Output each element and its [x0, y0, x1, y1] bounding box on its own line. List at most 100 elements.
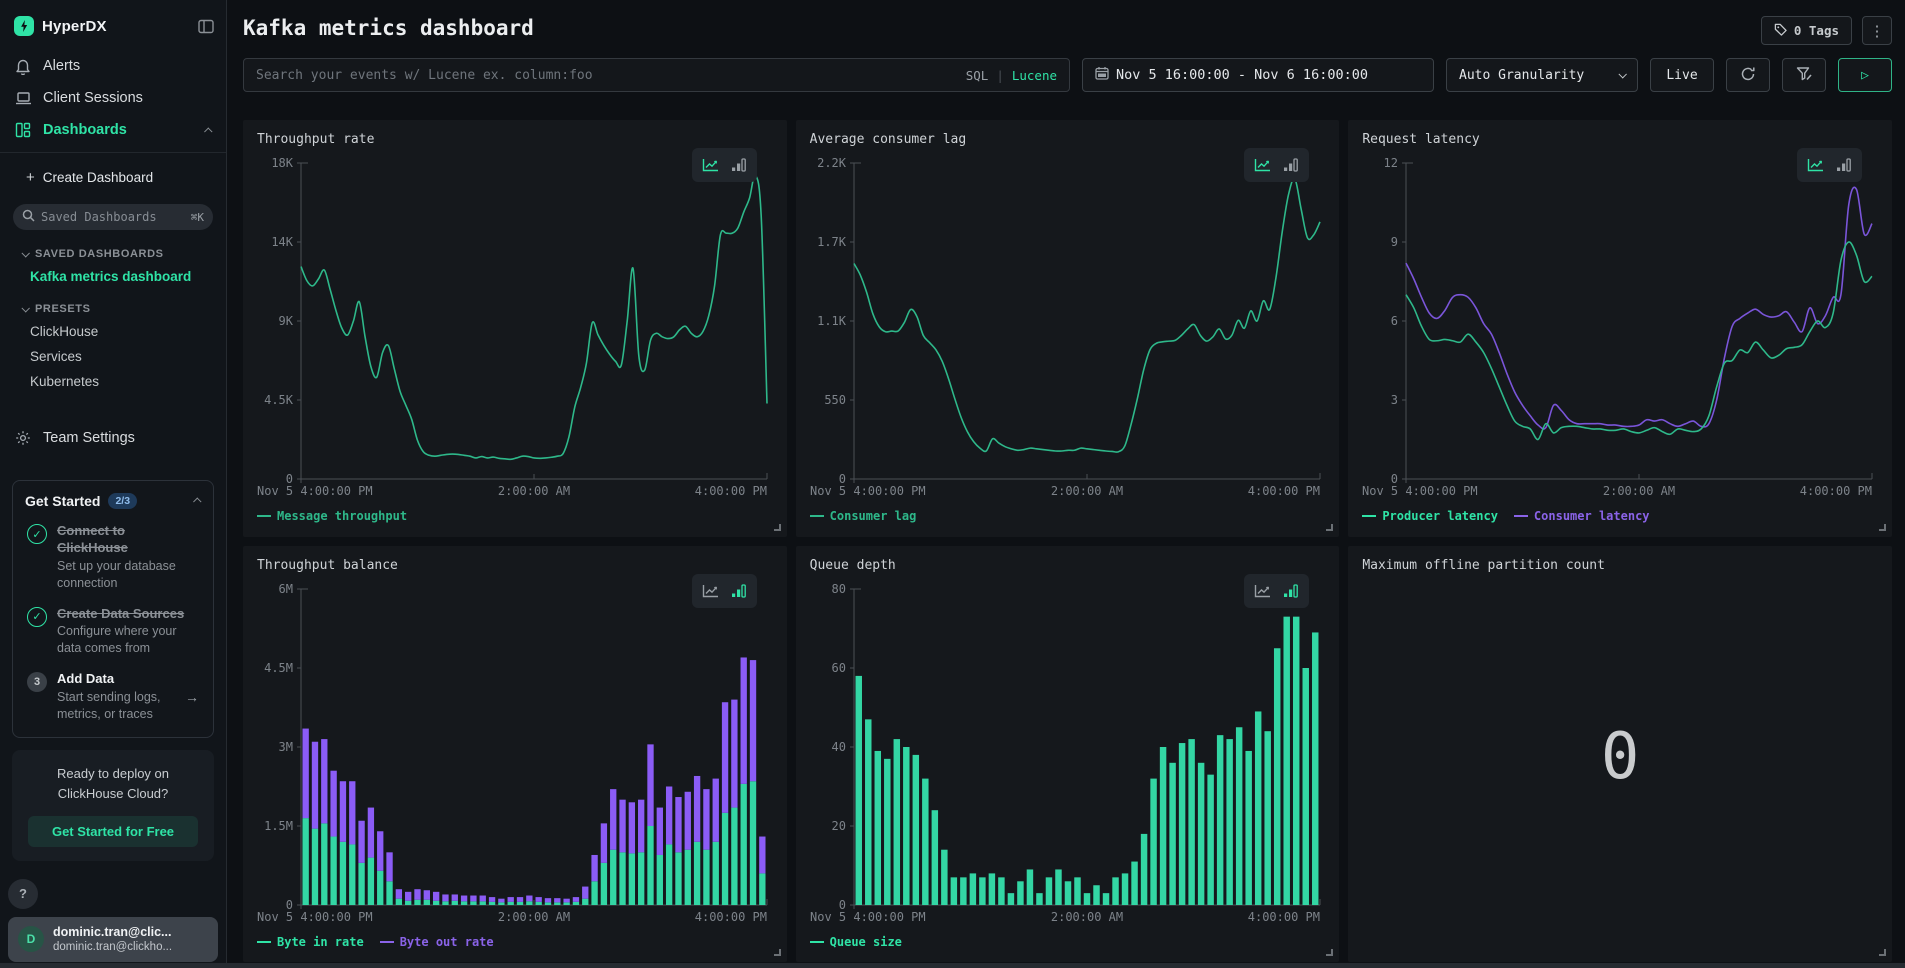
panel-resize-handle[interactable]	[1326, 949, 1334, 956]
create-dashboard-button[interactable]: + Create Dashboard	[0, 163, 226, 192]
chart-area[interactable]: 6M 4.5M 3M 1.5M 0 Nov 5 4:00:00 PM 2:00:00 AM 4…	[255, 577, 775, 931]
arrow-right-icon: →	[185, 688, 199, 705]
sidebar-item-kubernetes[interactable]: Kubernetes	[30, 374, 100, 389]
sql-toggle[interactable]: SQL	[965, 67, 989, 83]
sidebar-collapse-icon[interactable]	[198, 19, 214, 34]
panel-resize-handle[interactable]	[773, 949, 781, 956]
get-started-step-add-data[interactable]: 3 Add Data Start sending logs, metrics, …	[27, 671, 199, 723]
chart-area[interactable]: 80 60 40 20 0 Nov 5 4:00:00 PM 2:00:00 AM 4:00:…	[808, 577, 1328, 931]
bar-chart-icon[interactable]	[1283, 158, 1299, 172]
refresh-icon	[1740, 66, 1756, 85]
svg-text:80: 80	[831, 582, 845, 596]
shortcut-badge: ⌘K	[190, 210, 204, 224]
legend-item: Message throughput	[257, 509, 407, 523]
chevron-up-icon[interactable]	[193, 497, 202, 506]
sidebar-item-alerts[interactable]: Alerts	[0, 50, 226, 82]
legend-label: Producer latency	[1382, 509, 1498, 523]
svg-text:2:00:00 AM: 2:00:00 AM	[1051, 484, 1123, 498]
svg-text:Nov 5 4:00:00 PM: Nov 5 4:00:00 PM	[1362, 484, 1478, 498]
get-started-title: Get Started	[25, 493, 101, 509]
svg-text:0: 0	[838, 898, 845, 912]
bar-chart-icon[interactable]	[1836, 158, 1852, 172]
live-button[interactable]: Live	[1650, 58, 1714, 92]
line-chart-icon[interactable]	[1254, 584, 1271, 598]
filter-button[interactable]	[1782, 58, 1826, 92]
get-started-step-sources[interactable]: ✓ Create Data Sources Configure where yo…	[27, 606, 199, 658]
run-query-button[interactable]: ▷	[1838, 58, 1892, 92]
legend-swatch	[1362, 515, 1377, 517]
panel-title: Queue depth	[809, 557, 896, 573]
get-started-free-button[interactable]: Get Started for Free	[28, 816, 198, 848]
panel-resize-handle[interactable]	[1326, 523, 1334, 531]
panel-title: Throughput balance	[257, 557, 398, 573]
chart-area[interactable]: 12 9 6 3 0 Nov 5 4:00:00 PM 2:00:00 AM 4:00:00 …	[1360, 151, 1880, 505]
event-search[interactable]: SQL | Lucene	[243, 58, 1070, 92]
refresh-button[interactable]	[1726, 58, 1770, 92]
chart-legend: Message throughput	[255, 505, 775, 531]
svg-text:3M: 3M	[279, 740, 293, 754]
chevron-up-icon[interactable]	[204, 122, 213, 138]
panel-resize-handle[interactable]	[1879, 949, 1886, 956]
saved-dashboards-search[interactable]: ⌘K	[13, 204, 213, 230]
chevron-down-icon	[21, 304, 30, 313]
line-chart-icon[interactable]	[1807, 158, 1824, 172]
svg-text:4:00:00 PM: 4:00:00 PM	[695, 910, 767, 924]
saved-dashboards-section-header[interactable]: SAVED DASHBOARDS	[0, 234, 226, 264]
panel-title: Request latency	[1362, 132, 1480, 147]
bar-chart-icon[interactable]	[731, 158, 747, 172]
line-chart-icon[interactable]	[1254, 158, 1271, 172]
series-message-throughput	[300, 174, 768, 461]
sidebar-item-team-settings[interactable]: Team Settings	[0, 422, 226, 454]
help-button[interactable]: ?	[8, 878, 38, 909]
user-menu[interactable]: D dominic.tran@clic... dominic.tran@clic…	[8, 916, 218, 962]
chart-legend: Producer latency Consumer latency	[1360, 505, 1880, 531]
filter-edit-icon	[1796, 66, 1813, 85]
sidebar-item-services[interactable]: Services	[30, 349, 82, 364]
line-chart-icon[interactable]	[702, 158, 719, 172]
panel-queue-depth: Queue depth 80 60 40 20 0 Nov 5 4:00:00 PM 2:00…	[795, 545, 1340, 962]
legend-swatch	[257, 940, 271, 943]
presets-section-header[interactable]: PRESETS	[0, 289, 226, 319]
sidebar-item-client-sessions[interactable]: Client Sessions	[0, 82, 226, 114]
bar-chart-icon[interactable]	[731, 583, 747, 598]
dashboard-grid: Throughput rate 18K 14K 9K 4.5K 0 Nov 5 4:00:0…	[243, 120, 1892, 962]
divider	[0, 152, 226, 153]
lucene-toggle[interactable]: Lucene	[1011, 67, 1057, 83]
sidebar-item-kafka-metrics-dashboard[interactable]: Kafka metrics dashboard	[30, 269, 192, 284]
svg-text:4:00:00 PM: 4:00:00 PM	[1247, 910, 1319, 924]
panel-menu-button[interactable]: ⋮	[1862, 16, 1892, 45]
svg-text:9: 9	[1391, 235, 1398, 249]
panel-resize-handle[interactable]	[773, 523, 781, 531]
svg-text:550: 550	[824, 393, 846, 407]
horizontal-scrollbar[interactable]	[0, 963, 1905, 968]
svg-text:4.5M: 4.5M	[264, 661, 293, 675]
sidebar-item-clickhouse[interactable]: ClickHouse	[30, 324, 99, 339]
get-started-step-connect[interactable]: ✓ Connect to ClickHouse Set up your data…	[27, 523, 199, 592]
tags-button[interactable]: 0 Tags	[1760, 16, 1852, 45]
chart-area[interactable]: 2.2K 1.7K 1.1K 550 0 Nov 5 4:00:00 PM 2:00:00 …	[808, 151, 1328, 505]
legend-swatch	[379, 940, 394, 943]
granularity-select[interactable]: Auto Granularity	[1446, 58, 1638, 92]
saved-dashboards-search-input[interactable]	[41, 210, 185, 224]
date-range-picker[interactable]: Nov 5 16:00:00 - Nov 6 16:00:00	[1082, 58, 1434, 92]
panel-title: Average consumer lag	[809, 132, 967, 147]
svg-text:2:00:00 AM: 2:00:00 AM	[1603, 484, 1675, 498]
line-chart-icon[interactable]	[702, 584, 719, 598]
svg-text:0: 0	[838, 472, 845, 486]
sidebar-item-dashboards[interactable]: Dashboards	[0, 114, 226, 146]
sidebar-item-label: Client Sessions	[43, 90, 143, 106]
event-search-input[interactable]	[256, 67, 958, 83]
sidebar-item-label: Team Settings	[43, 430, 135, 446]
series-consumer-lag	[852, 177, 1321, 453]
chart-area[interactable]: 18K 14K 9K 4.5K 0 Nov 5 4:00:00 PM 2:00:00 AM 4…	[255, 151, 775, 505]
series-producer-latency	[1405, 241, 1873, 441]
bar-chart-icon[interactable]	[1283, 583, 1299, 598]
panel-resize-handle[interactable]	[1879, 523, 1886, 531]
svg-text:Nov 5 4:00:00 PM: Nov 5 4:00:00 PM	[257, 910, 373, 924]
